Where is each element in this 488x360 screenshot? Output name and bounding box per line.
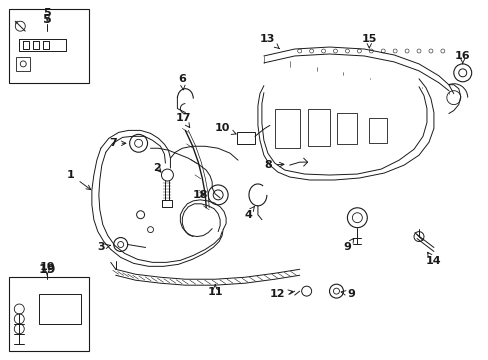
Text: 18: 18	[192, 190, 207, 200]
Text: 3: 3	[97, 243, 110, 252]
Text: 14: 14	[425, 252, 441, 266]
Text: 2: 2	[153, 163, 161, 173]
Bar	[16, 57, 30, 71]
Text: 5: 5	[43, 8, 51, 21]
Bar	[307, 109, 329, 146]
Text: 17: 17	[175, 113, 191, 127]
Text: 13: 13	[260, 34, 279, 49]
Bar	[9, 277, 89, 351]
Text: 8: 8	[264, 160, 284, 170]
Text: 6: 6	[178, 74, 186, 90]
Bar	[237, 132, 254, 144]
Text: 10: 10	[214, 123, 236, 134]
Text: 7: 7	[109, 138, 125, 148]
Text: 9: 9	[341, 289, 355, 299]
Text: 16: 16	[454, 51, 469, 64]
Bar	[368, 118, 386, 143]
Bar	[337, 113, 357, 144]
Text: 15: 15	[361, 34, 376, 48]
Text: 11: 11	[207, 284, 223, 297]
Bar	[39, 294, 81, 324]
Text: 1: 1	[67, 170, 91, 190]
Bar	[9, 9, 89, 83]
Bar	[274, 109, 299, 148]
Text: 5: 5	[42, 13, 51, 26]
Text: 9: 9	[343, 238, 353, 252]
Text: 19: 19	[39, 262, 55, 275]
Text: 4: 4	[244, 207, 254, 220]
Text: 12: 12	[269, 289, 292, 299]
Text: 19: 19	[39, 263, 56, 276]
